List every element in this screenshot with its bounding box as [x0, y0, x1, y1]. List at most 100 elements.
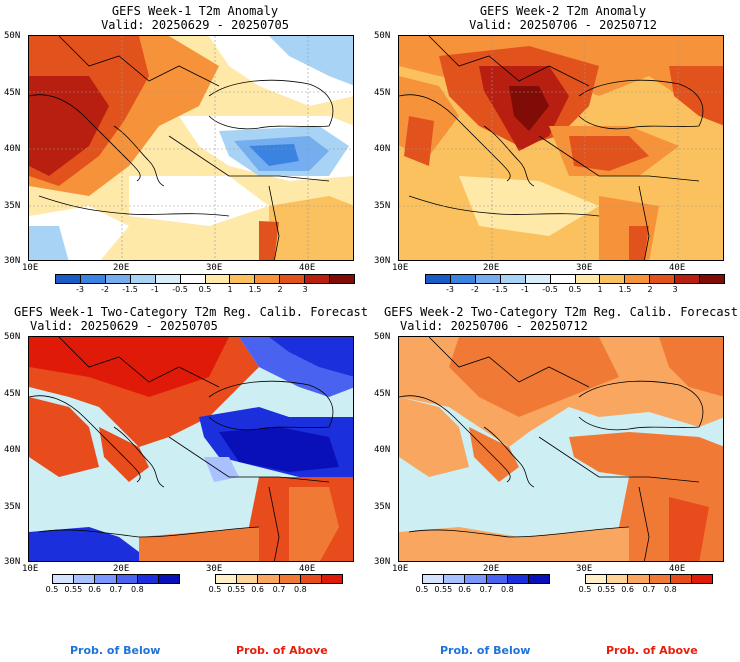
anomaly-swatch	[80, 275, 106, 283]
below-swatch	[528, 575, 550, 583]
colorbar-tick-label: 0.7	[272, 585, 286, 594]
p1-lon-30: 30E	[206, 263, 223, 273]
colorbar-tick-label: 0.6	[458, 585, 472, 594]
below-swatch	[423, 575, 445, 583]
p2-lon-10: 10E	[392, 263, 409, 273]
above-swatch	[607, 575, 629, 583]
p1-lat-50: 50N	[4, 31, 21, 41]
p3-lat-40: 40N	[4, 445, 21, 455]
colorbar-tick-label: -2	[471, 285, 479, 294]
colorbar-tick-label: 0.5	[578, 585, 592, 594]
colorbar-tick-label: 0.8	[130, 585, 144, 594]
colorbar-tick-label: 2	[647, 285, 653, 294]
colorbar-tick-label: 1.5	[248, 285, 262, 294]
above-swatch	[691, 575, 713, 583]
p1-lon-40: 40E	[299, 263, 316, 273]
anomaly-swatch	[280, 275, 306, 283]
p4-lon-40: 40E	[669, 564, 686, 574]
colorbar-tick-label: 0.55	[227, 585, 246, 594]
map-week2-probability	[398, 336, 724, 562]
above-swatch	[321, 575, 343, 583]
colorbar-tick-label: 0.8	[663, 585, 677, 594]
below-swatch	[444, 575, 466, 583]
anomaly-swatch	[305, 275, 331, 283]
p1-lat-35: 35N	[4, 201, 21, 211]
colorbar-tick-label: -0.5	[172, 285, 188, 294]
panel-1-title: GEFS Week-1 T2m Anomaly	[111, 4, 279, 18]
colorbar-tick-label: -1	[521, 285, 529, 294]
anomaly-swatch	[700, 275, 725, 283]
anomaly-swatch	[180, 275, 206, 283]
anomaly-swatch	[600, 275, 626, 283]
anomaly-swatch	[330, 275, 355, 283]
colorbar-tick-label: -1.5	[122, 285, 138, 294]
above-swatch	[237, 575, 259, 583]
above-swatch	[649, 575, 671, 583]
p1-lat-40: 40N	[4, 144, 21, 154]
p3-lon-40: 40E	[299, 564, 316, 574]
colorbar-tick-label: 1.5	[618, 285, 632, 294]
colorbar-tick-label: 0.6	[88, 585, 102, 594]
anomaly-swatch	[426, 275, 451, 283]
panel-4-title: GEFS Week-2 Two-Category T2m Reg. Calib.…	[384, 305, 739, 319]
p1-lon-10: 10E	[22, 263, 39, 273]
anomaly-swatch	[525, 275, 551, 283]
p2-lat-40: 40N	[374, 144, 391, 154]
p2-lat-50: 50N	[374, 31, 391, 41]
p4-lat-40: 40N	[374, 445, 391, 455]
below-swatch	[74, 575, 96, 583]
panel-3-title: GEFS Week-1 Two-Category T2m Reg. Calib.…	[14, 305, 369, 319]
p1-lat-45: 45N	[4, 88, 21, 98]
colorbar-tick-label: 1	[597, 285, 603, 294]
map-week1-probability	[28, 336, 354, 562]
above-swatch	[586, 575, 608, 583]
p1-lat-30: 30N	[4, 256, 21, 266]
colorbar-tick-label: -3	[446, 285, 454, 294]
p4-lat-45: 45N	[374, 389, 391, 399]
colorbar-tick-label: 1	[227, 285, 233, 294]
colorbar-tick-label: 0.6	[621, 585, 635, 594]
prob-above-label-2: Prob. of Above	[606, 644, 698, 657]
p4-lon-10: 10E	[392, 564, 409, 574]
below-swatch	[465, 575, 487, 583]
anomaly-swatch	[155, 275, 181, 283]
panel-1-valid: Valid: 20250629 - 20250705	[101, 18, 289, 32]
colorbar-tick-label: 3	[302, 285, 308, 294]
colorbar-tick-label: 0.5	[415, 585, 429, 594]
p3-lon-30: 30E	[206, 564, 223, 574]
colorbar-tick-label: 0.8	[293, 585, 307, 594]
p2-lon-30: 30E	[576, 263, 593, 273]
colorbar-tick-label: 0.55	[434, 585, 453, 594]
map-week2-anomaly	[398, 35, 724, 261]
p2-lat-30: 30N	[374, 256, 391, 266]
above-colorbar-1-labels: 0.5 0.55 0.6 0.7 0.8	[209, 585, 343, 595]
anomaly-swatch	[650, 275, 676, 283]
anomaly-swatch	[450, 275, 476, 283]
panel-4-valid: Valid: 20250706 - 20250712	[400, 319, 588, 333]
colorbar-tick-label: 0.7	[109, 585, 123, 594]
p3-lat-30: 30N	[4, 557, 21, 567]
p4-lon-20: 20E	[483, 564, 500, 574]
p3-lat-45: 45N	[4, 389, 21, 399]
below-colorbar-1	[52, 574, 180, 584]
p2-lat-35: 35N	[374, 201, 391, 211]
colorbar-tick-label: 0.5	[208, 585, 222, 594]
anomaly-swatch	[56, 275, 81, 283]
above-swatch	[300, 575, 322, 583]
p2-lon-40: 40E	[669, 263, 686, 273]
above-colorbar-2	[585, 574, 713, 584]
above-colorbar-1	[215, 574, 343, 584]
p4-lat-50: 50N	[374, 332, 391, 342]
p4-lat-35: 35N	[374, 502, 391, 512]
p4-lat-30: 30N	[374, 557, 391, 567]
below-swatch	[95, 575, 117, 583]
colorbar-tick-label: 0.5	[198, 285, 212, 294]
anomaly-colorbar-1-labels: -3 -2 -1.5 -1 -0.5 0.5 1 1.5 2 3	[55, 285, 355, 295]
anomaly-colorbar-2	[425, 274, 725, 284]
below-colorbar-2-labels: 0.5 0.55 0.6 0.7 0.8	[416, 585, 550, 595]
below-swatch	[137, 575, 159, 583]
map-week1-anomaly	[28, 35, 354, 261]
anomaly-swatch	[500, 275, 526, 283]
above-swatch	[216, 575, 238, 583]
p3-lat-35: 35N	[4, 502, 21, 512]
